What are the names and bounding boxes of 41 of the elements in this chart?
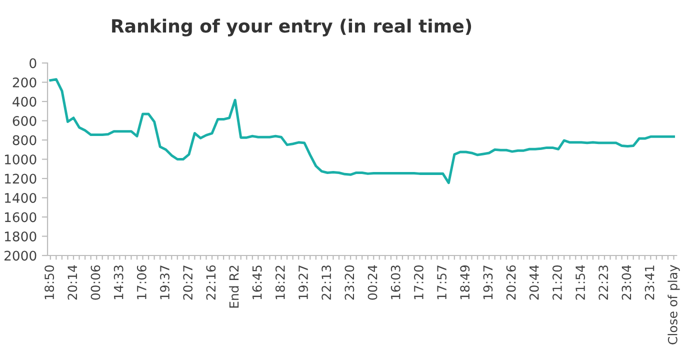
x-tick-label: 21:20 — [552, 265, 562, 300]
x-tick-label: End R2 — [229, 266, 239, 308]
y-tick-label: 0 — [30, 58, 36, 68]
y-tick-label: 800 — [12, 135, 36, 146]
x-tick-label: 20:14 — [68, 265, 78, 300]
x-tick-label: 18:22 — [275, 266, 285, 300]
x-tick-label: 14:33 — [114, 266, 124, 300]
y-tick-label: 1000 — [4, 154, 36, 164]
x-tick-label: 16:45 — [252, 266, 262, 300]
x-tick-label: 23:41 — [644, 266, 654, 300]
x-tick-label: 19:37 — [160, 266, 170, 300]
x-tick-label: 23:04 — [622, 265, 632, 300]
x-tick-label: 19:27 — [298, 266, 308, 300]
x-tick-label: 20:26 — [506, 265, 516, 300]
y-tick-label: 600 — [12, 116, 36, 126]
x-tick-label: 22:16 — [206, 265, 216, 300]
y-tick-label: 2000 — [4, 250, 36, 261]
x-tick-label: 20:44 — [529, 265, 539, 300]
y-tick-label: 1800 — [4, 231, 36, 242]
x-tick-label: 18:49 — [460, 265, 470, 300]
x-tick-label: 17:20 — [414, 265, 424, 300]
y-tick-label: 200 — [12, 77, 36, 88]
line-series — [49, 78, 675, 184]
y-tick-label: 400 — [12, 96, 36, 107]
x-tick-label: 16:03 — [390, 266, 400, 300]
x-tick-label: 17:57 — [437, 266, 447, 300]
x-tick-label: 17:06 — [136, 265, 146, 300]
x-tick-label: 22:13 — [322, 266, 332, 300]
chart-title: Ranking of your entry (in real time) — [112, 18, 472, 36]
x-tick-label: 19:37 — [483, 266, 493, 300]
x-tick-label: 00:06 — [90, 265, 100, 300]
x-tick-label: 18:50 — [44, 265, 54, 300]
x-tick-label: 00:24 — [368, 265, 378, 300]
x-tick-label: Close of play — [668, 264, 680, 344]
x-tick-label: 21:54 — [576, 265, 586, 300]
x-tick-label: 22:23 — [598, 266, 608, 300]
y-tick-label: 1600 — [4, 212, 36, 222]
y-tick-label: 1200 — [4, 174, 36, 184]
x-tick-label: 23:20 — [344, 265, 354, 300]
y-tick-label: 1400 — [4, 192, 36, 203]
x-tick-label: 20:27 — [183, 266, 193, 300]
